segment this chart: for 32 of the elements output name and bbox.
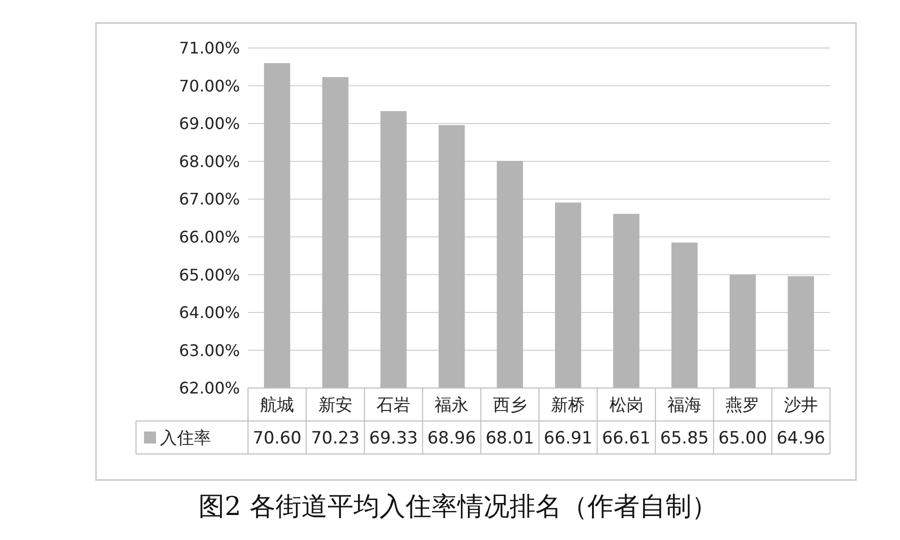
x-tick-label: 福海	[668, 395, 702, 416]
x-tick-label: 石岩	[376, 395, 410, 416]
y-tick-label: 65.00%	[178, 265, 240, 284]
data-label: 68.01	[486, 428, 534, 448]
y-tick-label: 71.00%	[178, 38, 240, 58]
legend-label: 入住率	[160, 428, 211, 448]
data-label: 66.91	[544, 428, 592, 448]
y-tick-label: 67.00%	[178, 190, 240, 209]
data-label: 68.96	[427, 428, 476, 448]
y-tick-label: 63.00%	[178, 340, 240, 360]
data-label: 66.61	[602, 428, 651, 448]
x-tick-label: 燕罗	[726, 395, 760, 416]
x-tick-label: 新安	[318, 395, 352, 416]
y-tick-label: 62.00%	[178, 378, 240, 398]
x-tick-label: 新桥	[551, 395, 586, 416]
y-tick-label: 69.00%	[178, 114, 240, 134]
x-tick-label: 松岗	[609, 395, 644, 416]
x-tick-label: 沙井	[784, 395, 818, 416]
data-label: 70.60	[252, 428, 302, 448]
data-label: 64.96	[776, 428, 826, 448]
x-tick-label: 福永	[434, 395, 469, 416]
x-tick-label: 西乡	[492, 395, 527, 416]
y-tick-label: 70.00%	[178, 76, 240, 96]
y-tick-label: 68.00%	[178, 152, 240, 171]
text: 图2 各街道平均入住率情况排名（作者自制）	[198, 492, 718, 522]
data-label: 65.00	[718, 428, 768, 448]
x-tick-label: 航城	[260, 395, 294, 416]
y-tick-label: 66.00%	[178, 227, 240, 246]
data-label: 69.33	[369, 428, 418, 448]
data-label: 70.23	[310, 428, 360, 448]
data-label: 65.85	[660, 428, 709, 448]
y-tick-label: 64.00%	[178, 303, 240, 322]
